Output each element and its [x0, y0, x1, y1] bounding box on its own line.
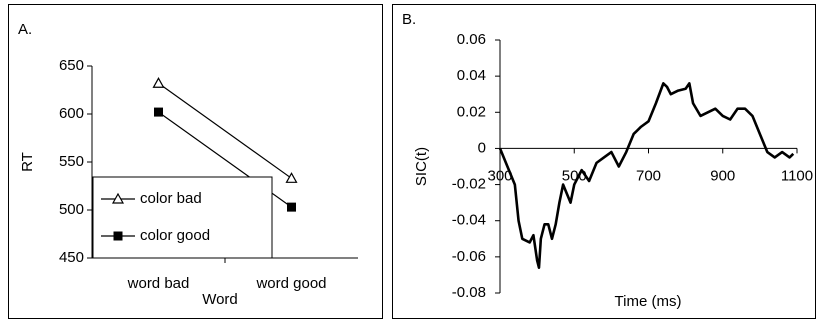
- marker: [285, 172, 298, 183]
- y-tick-label: 650: [59, 57, 84, 74]
- y-tick-label: 500: [59, 201, 84, 218]
- x-tick-label: 700: [636, 167, 661, 184]
- x-tick-label: 900: [710, 167, 735, 184]
- y-axis-title: SIC(t): [413, 147, 430, 186]
- legend: [92, 176, 273, 259]
- y-tick-label: 0.06: [457, 31, 486, 48]
- x-axis-title: Time (ms): [615, 293, 682, 310]
- y-tick-label: 0: [478, 139, 486, 156]
- panel-frame: [8, 4, 383, 319]
- panel-label: A.: [18, 21, 32, 38]
- panel-label: B.: [402, 11, 416, 28]
- legend-label: color good: [140, 227, 210, 244]
- y-tick-label: 550: [59, 153, 84, 170]
- x-tick-label: word bad: [127, 275, 190, 292]
- y-axis-title: RT: [19, 152, 36, 172]
- marker: [113, 231, 123, 241]
- marker: [152, 77, 165, 88]
- x-tick-label: 300: [487, 167, 512, 184]
- y-tick-label: 0.04: [457, 67, 486, 84]
- x-tick-label: word good: [255, 275, 326, 292]
- y-tick-label: 600: [59, 105, 84, 122]
- legend-label: color bad: [140, 190, 202, 207]
- x-tick-label: 1100: [781, 167, 813, 184]
- series-line: [498, 82, 795, 270]
- y-tick-label: -0.02: [452, 176, 486, 193]
- y-tick-label: -0.04: [452, 212, 486, 229]
- y-tick-label: -0.08: [452, 284, 486, 301]
- y-tick-label: 0.02: [457, 103, 486, 120]
- marker: [154, 107, 163, 117]
- series-line: [158, 82, 292, 179]
- panel-frame: [392, 4, 816, 319]
- x-axis-title: Word: [202, 291, 238, 308]
- marker: [287, 202, 296, 212]
- y-tick-label: 450: [59, 249, 84, 266]
- marker: [111, 192, 125, 204]
- y-tick-label: -0.06: [452, 248, 486, 265]
